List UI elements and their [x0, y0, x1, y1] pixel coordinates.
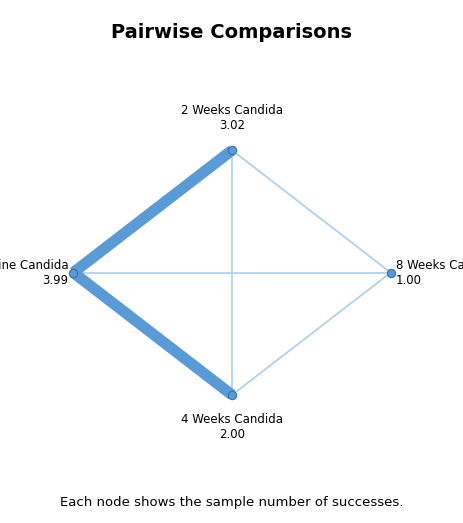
- Text: Baseline Candida
3.99: Baseline Candida 3.99: [0, 258, 68, 287]
- Text: Each node shows the sample number of successes.: Each node shows the sample number of suc…: [60, 496, 403, 508]
- Text: 2 Weeks Candida
3.02: 2 Weeks Candida 3.02: [181, 104, 282, 132]
- Text: 4 Weeks Candida
2.00: 4 Weeks Candida 2.00: [181, 413, 282, 441]
- Text: 8 Weeks Candida
1.00: 8 Weeks Candida 1.00: [395, 258, 463, 287]
- Title: Pairwise Comparisons: Pairwise Comparisons: [111, 24, 352, 42]
